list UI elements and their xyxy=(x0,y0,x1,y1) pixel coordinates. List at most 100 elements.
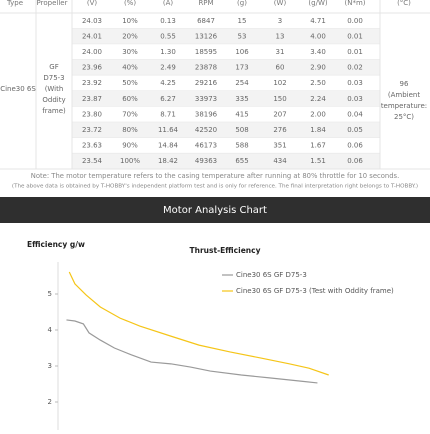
header-cell: (g/W) xyxy=(308,0,327,7)
row-band xyxy=(72,44,380,60)
propeller-cell: Oddity xyxy=(42,96,65,104)
temperature-cell: temperature: xyxy=(381,102,427,110)
cell: 30% xyxy=(122,48,138,56)
cell: 24.03 xyxy=(82,17,102,25)
cell: 102 xyxy=(273,79,286,87)
cell: 1.51 xyxy=(310,157,326,165)
type-cell: Cine30 6S xyxy=(0,85,36,93)
cell: 80% xyxy=(122,126,138,134)
cell: 38196 xyxy=(195,110,218,118)
propeller-cell: GF xyxy=(49,63,58,71)
section-title: Motor Analysis Chart xyxy=(163,205,267,216)
row-band xyxy=(72,28,380,45)
cell: 14.84 xyxy=(158,142,179,150)
y-tick-label: 4 xyxy=(48,326,53,334)
cell: 31 xyxy=(276,48,285,56)
cell: 23.96 xyxy=(82,64,103,72)
cell: 2.90 xyxy=(310,64,326,72)
cell: 23.92 xyxy=(82,79,102,87)
cell: 1.84 xyxy=(310,126,326,134)
cell: 24.01 xyxy=(82,32,102,40)
temperature-cell: 25°C) xyxy=(394,113,414,121)
legend-label: Cine30 6S GF D75-3 xyxy=(236,271,307,279)
cell: 0.04 xyxy=(347,110,363,118)
header-cell: Type xyxy=(6,0,23,7)
cell: 40% xyxy=(122,64,138,72)
cell: 11.64 xyxy=(158,126,179,134)
cell: 23.72 xyxy=(82,126,102,134)
row-band xyxy=(72,137,380,154)
cell: 2.00 xyxy=(310,110,326,118)
cell: 8.71 xyxy=(160,110,176,118)
header-cell: (V) xyxy=(87,0,98,7)
cell: 50% xyxy=(122,79,138,87)
cell: 23.63 xyxy=(82,142,102,150)
cell: 6.27 xyxy=(160,95,176,103)
row-band xyxy=(72,91,380,107)
cell: 46173 xyxy=(195,142,217,150)
cell: 15 xyxy=(238,17,247,25)
cell: 1.67 xyxy=(310,142,326,150)
cell: 53 xyxy=(238,32,247,40)
legend-label: Cine30 6S GF D75-3 (Test with Oddity fra… xyxy=(236,287,394,295)
propeller-cell: (With xyxy=(45,85,64,93)
cell: 18595 xyxy=(195,48,217,56)
cell: 0.06 xyxy=(347,142,363,150)
cell: 23.54 xyxy=(82,157,103,165)
cell: 0.13 xyxy=(160,17,176,25)
header-cell: (°C) xyxy=(397,0,411,7)
series-line xyxy=(68,271,329,376)
cell: 655 xyxy=(235,157,248,165)
cell: 2.24 xyxy=(310,95,326,103)
cell: 3.40 xyxy=(310,48,326,56)
cell: 4.00 xyxy=(310,32,326,40)
cell: 0.55 xyxy=(160,32,176,40)
cell: 29216 xyxy=(195,79,218,87)
cell: 173 xyxy=(235,64,248,72)
row-band xyxy=(72,122,380,138)
cell: 0.01 xyxy=(347,48,363,56)
cell: 20% xyxy=(122,32,138,40)
cell: 254 xyxy=(235,79,249,87)
cell: 60 xyxy=(276,64,285,72)
cell: 0.02 xyxy=(347,64,363,72)
cell: 588 xyxy=(235,142,248,150)
cell: 13126 xyxy=(195,32,218,40)
cell: 207 xyxy=(273,110,286,118)
y-tick-label: 3 xyxy=(48,362,52,370)
note: Note: The motor temperature refers to th… xyxy=(31,172,399,180)
cell: 0.03 xyxy=(347,79,363,87)
temperature-cell: 96 xyxy=(400,80,409,88)
cell: 508 xyxy=(235,126,248,134)
row-band xyxy=(72,13,380,29)
section-band xyxy=(0,197,430,223)
cell: 23.87 xyxy=(82,95,102,103)
propeller-cell: frame) xyxy=(42,107,66,115)
cell: 60% xyxy=(122,95,138,103)
y-tick-label: 2 xyxy=(48,398,52,406)
cell: 434 xyxy=(273,157,287,165)
cell: 18.42 xyxy=(158,157,178,165)
cell: 0.00 xyxy=(347,17,363,25)
cell: 10% xyxy=(122,17,138,25)
header-cell: (%) xyxy=(124,0,136,7)
cell: 2.49 xyxy=(160,64,176,72)
y-axis-label: Efficiency g/w xyxy=(27,240,85,249)
cell: 276 xyxy=(273,126,287,134)
propeller-cell: D75-3 xyxy=(43,74,64,82)
row-band xyxy=(72,153,380,169)
temperature-cell: (Ambient xyxy=(388,91,420,99)
header-cell: (N*m) xyxy=(344,0,365,7)
cell: 0.06 xyxy=(347,157,363,165)
cell: 0.01 xyxy=(347,32,363,40)
note: (The above data is obtained by T-HOBBY's… xyxy=(12,184,418,190)
cell: 335 xyxy=(235,95,248,103)
cell: 24.00 xyxy=(82,48,102,56)
header-cell: (W) xyxy=(274,0,287,7)
cell: 42520 xyxy=(195,126,217,134)
cell: 23.80 xyxy=(82,110,102,118)
chart-title: Thrust-Efficiency xyxy=(190,246,261,255)
cell: 3 xyxy=(278,17,282,25)
cell: 70% xyxy=(122,110,138,118)
cell: 90% xyxy=(122,142,138,150)
